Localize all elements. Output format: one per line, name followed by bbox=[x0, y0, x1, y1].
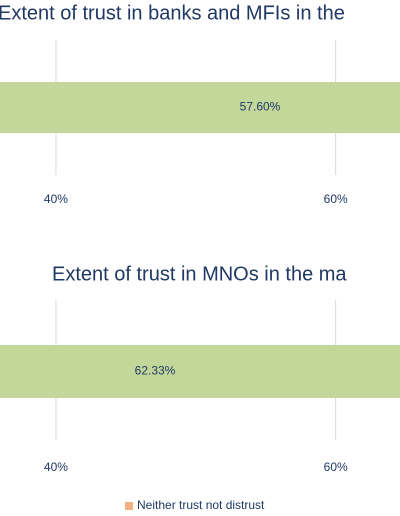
x-tick-label: 60% bbox=[324, 192, 348, 206]
chart-title: Extent of trust in banks and MFIs in the bbox=[0, 2, 345, 24]
chart-title: Extent of trust in MNOs in the ma bbox=[52, 263, 347, 285]
bar bbox=[0, 345, 400, 398]
value-label: 62.33% bbox=[135, 364, 176, 378]
legend-swatch bbox=[125, 502, 133, 510]
bar bbox=[0, 82, 400, 133]
legend-label: Neither trust not distrust bbox=[137, 498, 265, 512]
x-tick-label: 40% bbox=[44, 460, 68, 474]
value-label: 57.60% bbox=[240, 100, 281, 114]
x-tick-label: 40% bbox=[44, 192, 68, 206]
x-tick-label: 60% bbox=[324, 460, 348, 474]
